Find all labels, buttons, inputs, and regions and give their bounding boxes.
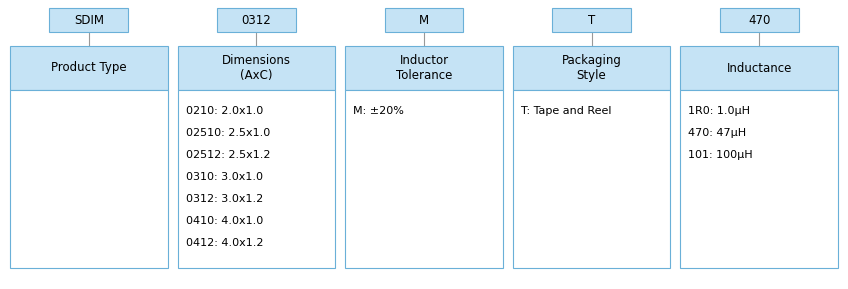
Bar <box>10 46 168 90</box>
Bar <box>552 8 631 32</box>
Text: Product Type: Product Type <box>51 62 126 75</box>
Text: 470: 470 <box>748 14 770 27</box>
Text: M: M <box>419 14 429 27</box>
Text: Dimensions
(AxC): Dimensions (AxC) <box>222 54 291 82</box>
Bar <box>177 90 335 268</box>
Bar <box>385 8 463 32</box>
Text: Inductance: Inductance <box>727 62 792 75</box>
Text: Inductor
Tolerance: Inductor Tolerance <box>396 54 452 82</box>
Text: 1R0: 1.0μH: 1R0: 1.0μH <box>689 106 750 116</box>
Text: 0412: 4.0x1.2: 0412: 4.0x1.2 <box>186 238 263 248</box>
Text: SDIM: SDIM <box>74 14 103 27</box>
Text: 0210: 2.0x1.0: 0210: 2.0x1.0 <box>186 106 263 116</box>
Text: 0310: 3.0x1.0: 0310: 3.0x1.0 <box>186 172 263 182</box>
Bar <box>10 90 168 268</box>
Text: 02510: 2.5x1.0: 02510: 2.5x1.0 <box>186 128 270 138</box>
Bar <box>345 46 503 90</box>
Text: 101: 100μH: 101: 100μH <box>689 150 753 160</box>
Bar <box>720 8 799 32</box>
Text: 02512: 2.5x1.2: 02512: 2.5x1.2 <box>186 150 271 160</box>
Text: T: Tape and Reel: T: Tape and Reel <box>521 106 611 116</box>
Bar <box>49 8 128 32</box>
Text: T: T <box>588 14 595 27</box>
Text: 470: 47μH: 470: 47μH <box>689 128 746 138</box>
Text: Packaging
Style: Packaging Style <box>561 54 622 82</box>
Bar <box>177 46 335 90</box>
Bar <box>217 8 296 32</box>
Bar <box>680 90 838 268</box>
Bar <box>680 46 838 90</box>
Bar <box>513 46 671 90</box>
Bar <box>345 90 503 268</box>
Text: 0312: 0312 <box>242 14 271 27</box>
Text: M: ±20%: M: ±20% <box>354 106 404 116</box>
Text: 0312: 3.0x1.2: 0312: 3.0x1.2 <box>186 194 263 204</box>
Bar <box>513 90 671 268</box>
Text: 0410: 4.0x1.0: 0410: 4.0x1.0 <box>186 216 263 226</box>
